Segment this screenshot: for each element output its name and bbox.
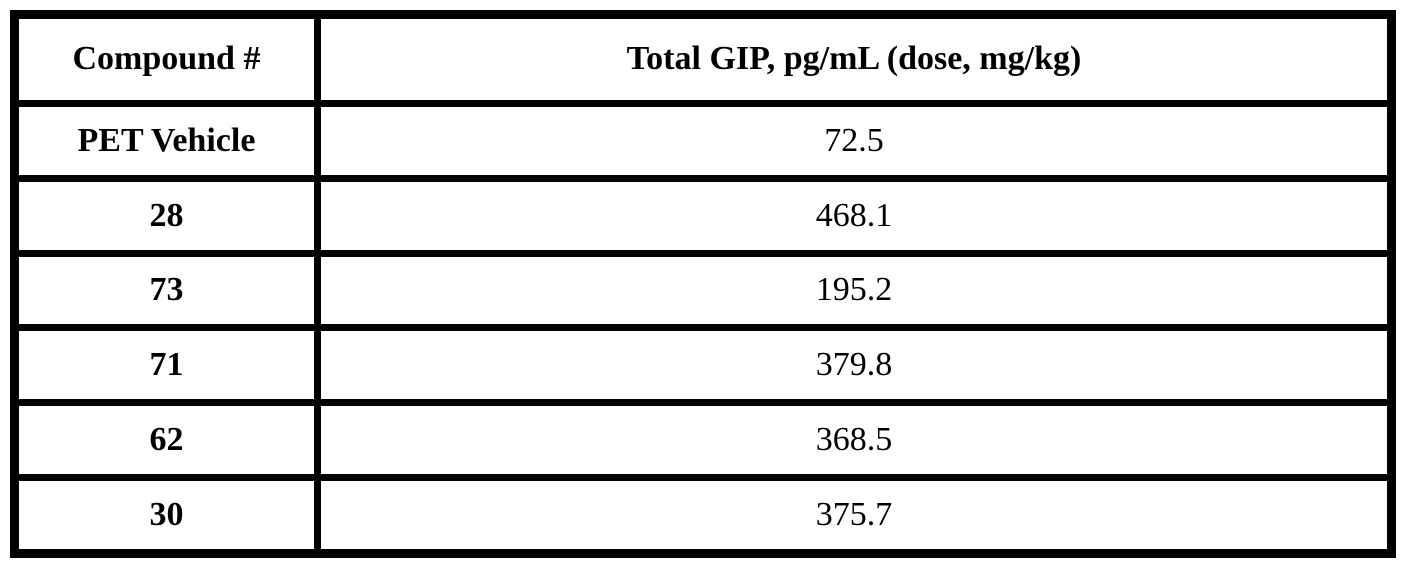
table-row: 30 375.7 [10,474,1397,558]
compound-cell: 71 [10,324,321,407]
total-gip-cell: 379.8 [313,324,1397,407]
compound-cell: PET Vehicle [10,99,321,182]
table-row: 71 379.8 [10,324,1397,407]
compound-cell: 73 [10,249,321,332]
table-row: PET Vehicle 72.5 [10,99,1397,182]
gip-results-table: Compound # Total GIP, pg/mL (dose, mg/kg… [10,10,1397,558]
total-gip-cell: 195.2 [313,249,1397,332]
column-header-total-gip: Total GIP, pg/mL (dose, mg/kg) [313,10,1397,107]
gip-results-table-container: Compound # Total GIP, pg/mL (dose, mg/kg… [10,10,1397,558]
compound-cell: 30 [10,474,321,558]
total-gip-cell: 375.7 [313,474,1397,558]
compound-cell: 62 [10,399,321,482]
column-header-compound: Compound # [10,10,321,107]
table-row: 28 468.1 [10,174,1397,257]
table-row: 62 368.5 [10,399,1397,482]
total-gip-cell: 368.5 [313,399,1397,482]
compound-cell: 28 [10,174,321,257]
total-gip-cell: 468.1 [313,174,1397,257]
table-header-row: Compound # Total GIP, pg/mL (dose, mg/kg… [10,10,1397,107]
table-row: 73 195.2 [10,249,1397,332]
total-gip-cell: 72.5 [313,99,1397,182]
